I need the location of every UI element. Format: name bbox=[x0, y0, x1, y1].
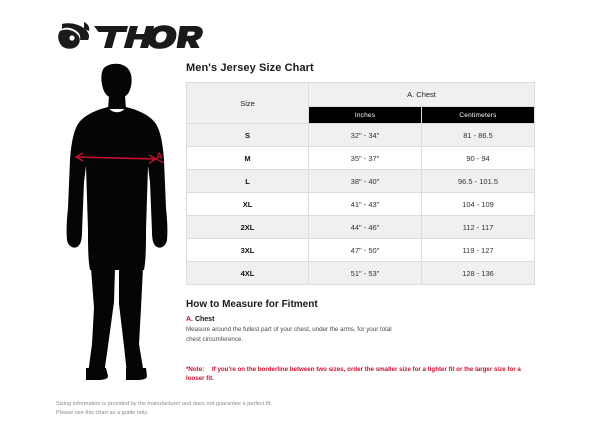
page-title: Men's Jersey Size Chart bbox=[186, 62, 314, 74]
cell-centimeters: 128 - 136 bbox=[420, 261, 536, 285]
cell-centimeters: 104 - 109 bbox=[420, 192, 536, 216]
table-subheader-row: Inches Centimeters bbox=[187, 106, 536, 124]
table-row: L 38" - 40" 96.5 - 101.5 bbox=[186, 169, 536, 193]
cell-size: XL bbox=[186, 192, 309, 216]
cell-size: 2XL bbox=[186, 215, 309, 239]
table-row: M 35" - 37" 90 - 94 bbox=[186, 146, 536, 170]
cell-inches: 41" - 43" bbox=[308, 192, 422, 216]
cell-inches: 38" - 40" bbox=[308, 169, 422, 193]
cell-size: 3XL bbox=[186, 238, 309, 262]
cell-inches: 51" - 53" bbox=[308, 261, 422, 285]
column-header-centimeters: Centimeters bbox=[420, 106, 536, 124]
measure-item-title: A. Chest bbox=[186, 316, 534, 323]
male-body-silhouette-icon bbox=[66, 63, 168, 380]
table-header-row: Size A. Chest bbox=[186, 81, 536, 124]
chest-measure-arrow-icon bbox=[74, 152, 165, 164]
how-to-measure-heading: How to Measure for Fitment bbox=[186, 299, 318, 310]
note-text: If you're on the borderline between two … bbox=[186, 366, 521, 382]
footer-line-2: Please use this chart as a guide only. bbox=[56, 410, 149, 417]
cell-size: S bbox=[186, 123, 309, 147]
measure-item-chest: A. Chest Measure around the fullest part… bbox=[186, 316, 534, 344]
table-row: 2XL 44" - 46" 112 - 117 bbox=[186, 215, 536, 239]
measure-item-letter: A. bbox=[186, 316, 193, 323]
footer-line-1: Sizing information is provided by the ma… bbox=[56, 401, 272, 407]
cell-centimeters: 81 - 86.5 bbox=[420, 123, 536, 147]
brand-logo bbox=[56, 18, 206, 52]
cell-centimeters: 119 - 127 bbox=[420, 238, 536, 262]
cell-centimeters: 112 - 117 bbox=[420, 215, 536, 239]
brand-wordmark bbox=[94, 25, 203, 49]
measure-item-name: Chest bbox=[194, 316, 215, 323]
hornet-head-icon bbox=[58, 22, 90, 49]
note-label: *Note: bbox=[186, 366, 205, 374]
cell-inches: 44" - 46" bbox=[308, 215, 422, 239]
column-header-chest-group: A. Chest bbox=[307, 81, 536, 108]
sizing-note: *Note: If you're on the borderline betwe… bbox=[186, 366, 534, 383]
cell-centimeters: 90 - 94 bbox=[420, 146, 536, 170]
column-header-inches: Inches bbox=[308, 106, 422, 124]
cell-centimeters: 96.5 - 101.5 bbox=[420, 169, 536, 193]
cell-size: L bbox=[186, 169, 309, 193]
table-row: XL 41" - 43" 104 - 109 bbox=[186, 192, 536, 216]
measure-label-a: A bbox=[156, 151, 163, 161]
size-chart-table: Size A. Chest Inches Centimeters S 32" -… bbox=[186, 81, 536, 285]
table-row: S 32" - 34" 81 - 86.5 bbox=[186, 123, 536, 147]
table-row: 4XL 51" - 53" 128 - 136 bbox=[186, 261, 536, 285]
column-header-size: Size bbox=[186, 82, 309, 124]
cell-inches: 47" - 50" bbox=[308, 238, 422, 262]
body-figure bbox=[52, 62, 182, 382]
cell-inches: 35" - 37" bbox=[308, 146, 422, 170]
table-row: 3XL 47" - 50" 119 - 127 bbox=[186, 238, 536, 262]
chart-content: Men's Jersey Size Chart Size A. Chest In… bbox=[186, 62, 536, 384]
cell-size: M bbox=[186, 146, 309, 170]
cell-size: 4XL bbox=[186, 261, 309, 285]
measure-item-description: Measure around the fullest part of your … bbox=[186, 326, 392, 343]
cell-inches: 32" - 34" bbox=[308, 123, 422, 147]
footer-disclaimer: Sizing information is provided by the ma… bbox=[56, 400, 476, 418]
